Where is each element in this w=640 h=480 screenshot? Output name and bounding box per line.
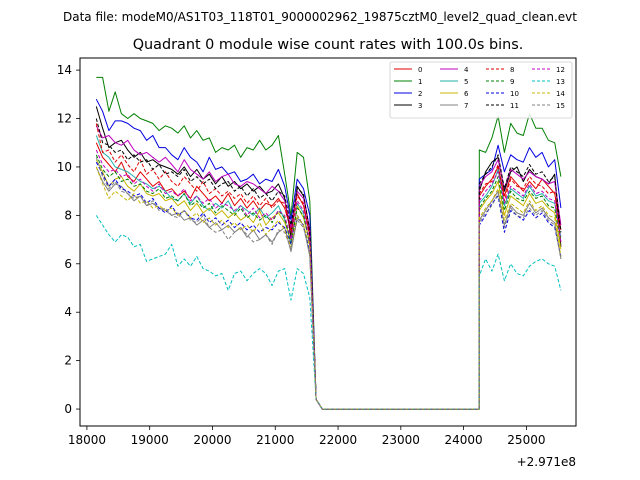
x-tick-label: 24000 (445, 433, 483, 447)
series-lines (95, 76, 562, 410)
series-line-10 (95, 161, 562, 410)
legend-label-0: 0 (418, 66, 422, 74)
legend-label-9: 9 (510, 78, 514, 86)
series-line-0 (95, 142, 562, 410)
legend-label-15: 15 (556, 102, 565, 110)
legend-label-11: 11 (510, 102, 519, 110)
y-tick-label: 6 (64, 257, 72, 271)
x-tick-label: 18000 (68, 433, 106, 447)
x-axis-offset-label: +2.971e8 (517, 455, 576, 469)
legend-label-7: 7 (464, 102, 468, 110)
legend-label-3: 3 (418, 102, 422, 110)
chart-suptitle: Data file: modeM0/AS1T03_118T01_90000029… (63, 10, 577, 24)
legend-label-12: 12 (556, 66, 565, 74)
series-line-1 (96, 76, 562, 410)
x-tick-label: 20000 (193, 433, 231, 447)
legend-label-4: 4 (464, 66, 469, 74)
x-tick-label: 19000 (131, 433, 169, 447)
series-line-3 (95, 106, 562, 410)
y-tick-label: 12 (57, 112, 72, 126)
y-tick-label: 4 (64, 305, 72, 319)
y-tick-label: 14 (57, 63, 72, 77)
series-line-14 (95, 166, 562, 410)
plot-frame (79, 57, 577, 427)
series-line-13 (95, 215, 562, 410)
legend-label-13: 13 (556, 78, 565, 86)
series-line-15 (95, 157, 562, 410)
legend-label-14: 14 (556, 90, 565, 98)
legend-label-6: 6 (464, 90, 469, 98)
y-axis-ticks: 0 2 4 6 8 10 12 14 (57, 63, 80, 416)
y-tick-label: 2 (64, 354, 72, 368)
plot-area (80, 58, 576, 426)
x-tick-label: 22000 (319, 433, 357, 447)
x-tick-label: 21000 (256, 433, 294, 447)
x-tick-label: 23000 (382, 433, 420, 447)
legend-frame (389, 61, 573, 119)
legend-label-2: 2 (418, 90, 422, 98)
series-line-9 (95, 154, 562, 410)
legend-label-8: 8 (510, 66, 514, 74)
series-line-5 (95, 135, 562, 410)
series-line-7 (95, 166, 562, 410)
legend-label-5: 5 (464, 78, 468, 86)
x-tick-label: 25000 (507, 433, 545, 447)
y-tick-label: 0 (64, 402, 72, 416)
y-tick-label: 8 (64, 208, 72, 222)
series-line-11 (95, 118, 562, 410)
series-line-8 (95, 123, 562, 410)
series-line-12 (95, 149, 562, 410)
series-line-2 (95, 98, 562, 410)
y-tick-label: 10 (57, 160, 72, 174)
chart-title: Quadrant 0 module wise count rates with … (133, 37, 524, 53)
legend-label-10: 10 (510, 90, 519, 98)
x-axis-ticks: 18000 19000 20000 21000 22000 23000 24000 25000 (68, 426, 545, 447)
legend-label-1: 1 (418, 78, 422, 86)
